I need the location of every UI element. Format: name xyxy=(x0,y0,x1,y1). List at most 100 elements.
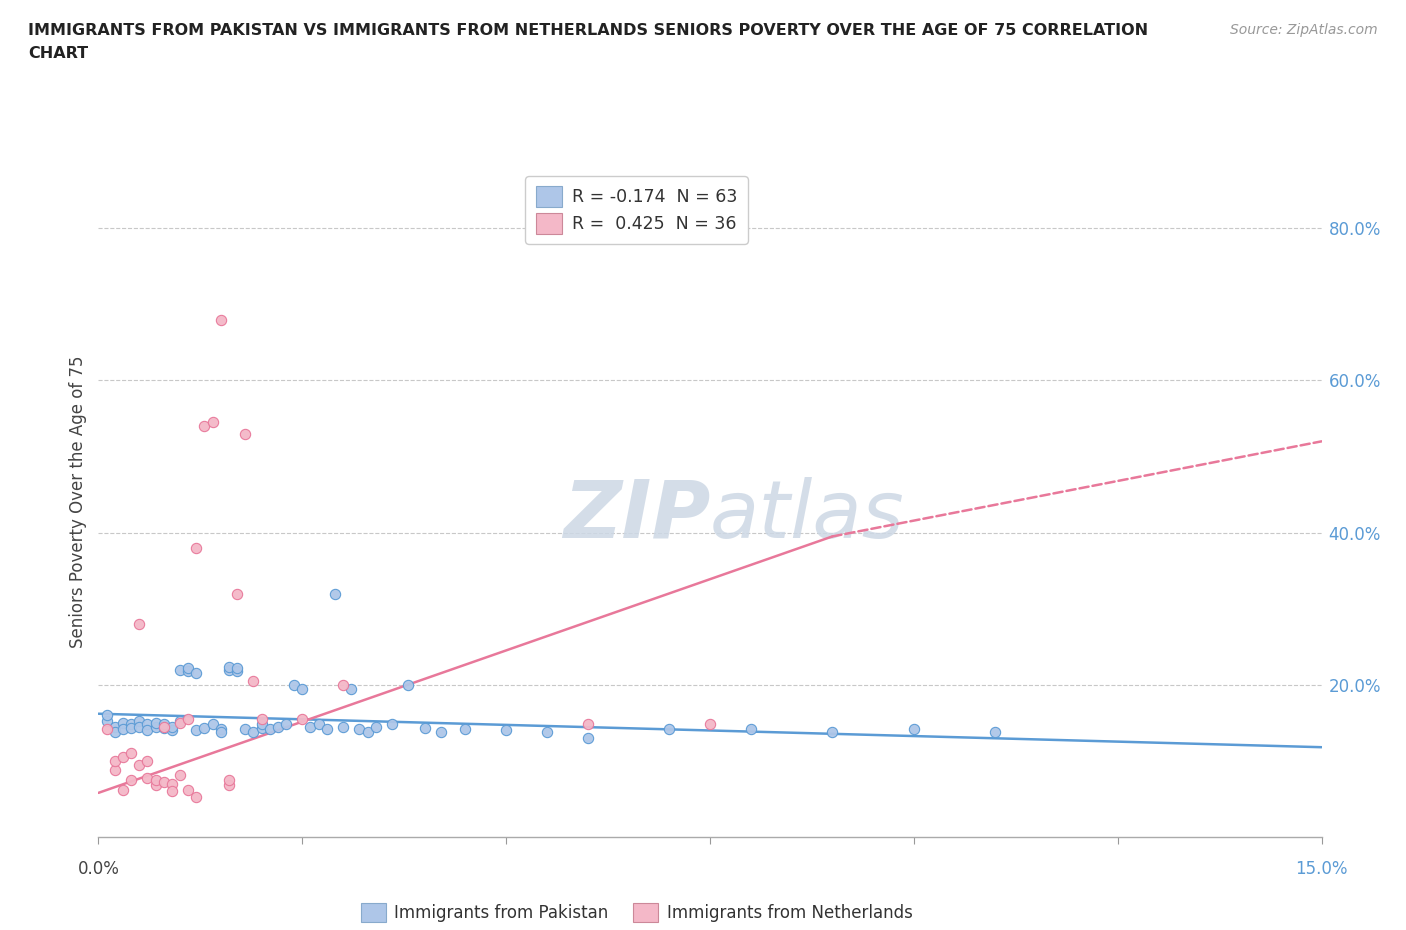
Point xyxy=(160,784,183,799)
Point xyxy=(332,719,354,734)
Point xyxy=(186,723,208,737)
Point xyxy=(169,714,191,729)
Point xyxy=(903,722,925,737)
Point xyxy=(658,722,681,737)
Point xyxy=(821,724,844,739)
Point xyxy=(209,724,232,739)
Point xyxy=(242,724,264,739)
Point xyxy=(218,659,240,674)
Point xyxy=(96,722,118,737)
Point xyxy=(177,782,200,797)
Point xyxy=(454,722,477,737)
Point xyxy=(226,664,249,679)
Point xyxy=(413,721,436,736)
Point xyxy=(242,673,264,688)
Point xyxy=(218,773,240,788)
Point xyxy=(291,681,314,696)
Point xyxy=(136,723,159,737)
Point xyxy=(430,724,453,739)
Point xyxy=(96,714,118,729)
Point xyxy=(349,722,371,737)
Point xyxy=(160,723,183,737)
Point xyxy=(536,724,558,739)
Legend: Immigrants from Pakistan, Immigrants from Netherlands: Immigrants from Pakistan, Immigrants fro… xyxy=(354,897,920,929)
Point xyxy=(576,717,599,732)
Y-axis label: Seniors Poverty Over the Age of 75: Seniors Poverty Over the Age of 75 xyxy=(69,356,87,648)
Point xyxy=(396,677,419,692)
Point xyxy=(740,722,762,737)
Point xyxy=(340,681,363,696)
Point xyxy=(152,721,174,736)
Point xyxy=(186,666,208,681)
Point xyxy=(160,777,183,791)
Point xyxy=(136,770,159,785)
Point xyxy=(267,719,290,734)
Point xyxy=(332,677,354,692)
Text: CHART: CHART xyxy=(28,46,89,61)
Point xyxy=(291,711,314,726)
Point xyxy=(120,721,142,736)
Point xyxy=(145,777,167,792)
Point xyxy=(984,724,1007,739)
Point xyxy=(381,717,404,732)
Point xyxy=(111,715,134,730)
Point xyxy=(169,715,191,730)
Point xyxy=(145,719,167,734)
Point xyxy=(226,586,249,601)
Point xyxy=(169,767,191,782)
Point xyxy=(218,777,240,792)
Point xyxy=(323,586,346,601)
Point xyxy=(186,790,208,804)
Point xyxy=(145,715,167,730)
Point xyxy=(699,717,721,732)
Point xyxy=(308,717,330,732)
Point xyxy=(177,660,200,675)
Point xyxy=(250,721,273,736)
Point xyxy=(233,722,256,737)
Point xyxy=(177,664,200,679)
Point xyxy=(128,757,150,772)
Point xyxy=(209,312,232,327)
Text: Source: ZipAtlas.com: Source: ZipAtlas.com xyxy=(1230,23,1378,37)
Point xyxy=(120,746,142,761)
Text: 0.0%: 0.0% xyxy=(77,860,120,878)
Point xyxy=(145,773,167,788)
Point xyxy=(233,426,256,441)
Point xyxy=(136,753,159,768)
Point xyxy=(259,722,281,737)
Point xyxy=(120,773,142,788)
Point xyxy=(160,719,183,734)
Point xyxy=(96,708,118,723)
Point xyxy=(104,724,127,739)
Point xyxy=(201,415,224,430)
Point xyxy=(128,617,150,631)
Point xyxy=(193,721,215,736)
Point xyxy=(111,722,134,737)
Point xyxy=(299,719,322,734)
Point xyxy=(111,782,134,797)
Point xyxy=(218,662,240,677)
Point xyxy=(495,723,517,737)
Point xyxy=(186,540,208,555)
Point xyxy=(111,750,134,764)
Point xyxy=(193,418,215,433)
Point xyxy=(576,731,599,746)
Text: atlas: atlas xyxy=(710,476,905,554)
Point xyxy=(250,717,273,732)
Point xyxy=(364,719,387,734)
Point xyxy=(226,660,249,675)
Point xyxy=(128,714,150,729)
Point xyxy=(152,775,174,790)
Point xyxy=(209,722,232,737)
Point xyxy=(177,711,200,726)
Point xyxy=(104,719,127,734)
Point xyxy=(104,763,127,777)
Point xyxy=(283,677,305,692)
Point xyxy=(128,719,150,734)
Point xyxy=(356,724,378,739)
Text: ZIP: ZIP xyxy=(562,476,710,554)
Point xyxy=(152,717,174,732)
Point xyxy=(274,717,297,732)
Point xyxy=(120,717,142,732)
Text: IMMIGRANTS FROM PAKISTAN VS IMMIGRANTS FROM NETHERLANDS SENIORS POVERTY OVER THE: IMMIGRANTS FROM PAKISTAN VS IMMIGRANTS F… xyxy=(28,23,1149,38)
